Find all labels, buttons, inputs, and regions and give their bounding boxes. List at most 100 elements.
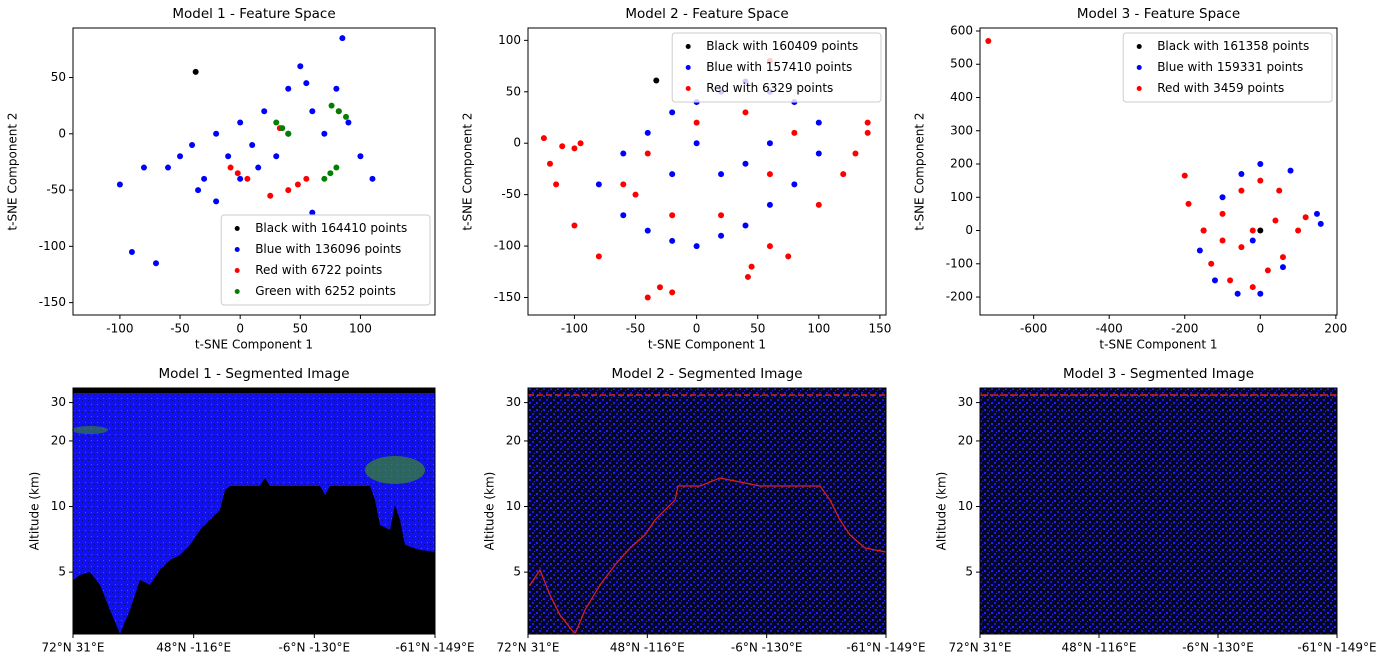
legend-label: Blue with 157410 points: [706, 60, 852, 74]
point: [1249, 237, 1256, 244]
y-tick-label: 10: [958, 499, 973, 513]
point: [343, 113, 350, 120]
point: [553, 181, 560, 188]
point: [285, 187, 292, 194]
point: [1276, 187, 1283, 194]
point: [1257, 161, 1264, 168]
point: [294, 181, 301, 188]
point: [669, 109, 676, 116]
y-tick-label: 30: [51, 395, 66, 409]
point: [116, 181, 123, 188]
y-tick-label: 300: [950, 123, 973, 137]
point: [303, 175, 310, 182]
legend-label: Black with 164410 points: [255, 221, 407, 235]
point: [791, 181, 798, 188]
point: [546, 160, 553, 167]
point: [595, 181, 602, 188]
point: [644, 150, 651, 157]
x-tick-label: -50: [170, 322, 190, 336]
legend-label: Green with 6252 points: [255, 284, 396, 298]
point: [328, 102, 335, 109]
point: [718, 171, 725, 178]
plot-frame: [72, 387, 436, 635]
x-tick-label: 0: [236, 322, 244, 336]
x-tick-label: 50: [293, 322, 308, 336]
y-tick-label: -150: [39, 295, 66, 309]
x-tick-label: -6°N -130°E: [1182, 641, 1254, 655]
x-tick-label: -200: [1171, 322, 1198, 336]
point: [285, 85, 292, 92]
x-tick-label: 72°N 31°E: [949, 641, 1012, 655]
point: [140, 164, 147, 171]
image-band: [73, 388, 435, 393]
y-tick-label: 50: [506, 84, 521, 98]
point: [309, 209, 316, 216]
legend-marker: [1136, 44, 1142, 49]
point: [177, 153, 184, 160]
legend-marker: [234, 268, 240, 273]
y-tick-label: 100: [498, 33, 521, 47]
point: [1287, 167, 1294, 174]
point: [766, 140, 773, 147]
x-tick-label: 48°N -116°E: [610, 641, 685, 655]
point: [693, 119, 700, 126]
point: [285, 130, 292, 137]
x-tick-label: -6°N -130°E: [731, 641, 803, 655]
point: [718, 212, 725, 219]
point: [273, 153, 280, 160]
point: [669, 289, 676, 296]
y-tick-label: 20: [51, 433, 66, 447]
point: [1219, 194, 1226, 201]
y-tick-label: 600: [950, 23, 973, 37]
y-tick-label: 0: [513, 136, 521, 150]
y-tick-label: -200: [946, 290, 973, 304]
point: [1238, 187, 1245, 194]
point: [225, 153, 232, 160]
terrain-edge: [529, 477, 887, 636]
point: [766, 201, 773, 208]
point: [1238, 170, 1245, 177]
point: [766, 171, 773, 178]
point: [297, 63, 304, 70]
point: [644, 294, 651, 301]
point: [1272, 217, 1279, 224]
plot-frame: [979, 387, 1338, 635]
point: [273, 119, 280, 126]
point: [785, 253, 792, 260]
point: [620, 150, 627, 157]
point: [540, 135, 547, 142]
point: [693, 140, 700, 147]
point: [327, 170, 334, 177]
point: [1208, 260, 1215, 267]
y-axis-label: t-SNE Component 2: [461, 112, 475, 230]
point: [321, 130, 328, 137]
point: [303, 80, 310, 87]
point: [815, 201, 822, 208]
point: [1238, 244, 1245, 251]
plot-frame: [527, 387, 887, 635]
x-tick-label: 100: [349, 322, 372, 336]
chart-title: Model 1 - Feature Space: [172, 6, 335, 22]
point: [333, 164, 340, 171]
point: [693, 243, 700, 250]
point: [165, 164, 172, 171]
legend-marker: [685, 65, 691, 70]
point: [1313, 210, 1320, 217]
plot-frame: [72, 27, 436, 316]
point: [669, 212, 676, 219]
x-tick-label: 48°N -116°E: [1062, 641, 1137, 655]
chart-title: Model 1 - Segmented Image: [158, 366, 349, 382]
x-tick-label: -61°N -149°E: [395, 641, 474, 655]
point: [1219, 210, 1226, 217]
chart-title: Model 2 - Segmented Image: [611, 366, 802, 382]
point: [357, 153, 364, 160]
plot-frame: [979, 27, 1338, 316]
x-tick-label: -400: [1096, 322, 1123, 336]
y-axis-label: Altitude (km): [935, 472, 949, 551]
point: [644, 227, 651, 234]
point: [267, 192, 274, 199]
y-tick-label: 30: [506, 395, 521, 409]
point: [213, 130, 220, 137]
legend-label: Blue with 136096 points: [255, 242, 401, 256]
point: [644, 129, 651, 136]
